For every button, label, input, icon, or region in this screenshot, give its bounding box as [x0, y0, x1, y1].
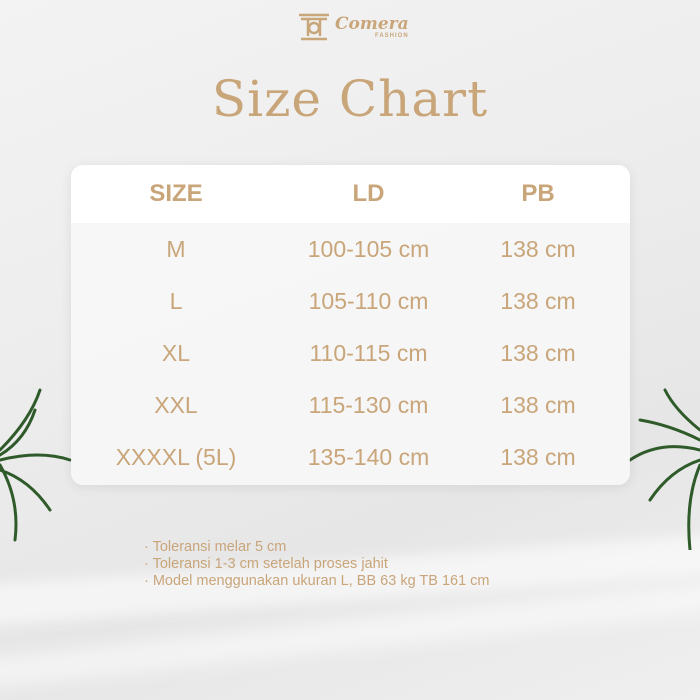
brand-subtitle: FASHION	[374, 32, 409, 39]
brand-name: Comera	[335, 13, 409, 34]
logo-mark-icon	[299, 13, 329, 41]
note-item: · Model menggunakan ukuran L, BB 63 kg T…	[144, 573, 490, 589]
cell-pb: 138 cm	[500, 235, 576, 262]
size-table: SIZE LD PB M 100-105 cm 138 cm L 105-110…	[71, 165, 630, 485]
table-row: XXXXL (5L) 135-140 cm 138 cm	[71, 431, 630, 483]
header-size: SIZE	[149, 180, 203, 207]
cell-size: L	[169, 287, 183, 314]
table-row: M 100-105 cm 138 cm	[71, 223, 630, 275]
notes-list: · Toleransi melar 5 cm · Toleransi 1-3 c…	[144, 539, 490, 590]
cell-pb: 138 cm	[500, 443, 576, 470]
cell-size: XXL	[154, 391, 198, 418]
cell-pb: 138 cm	[500, 287, 576, 314]
cell-size: XXXXL (5L)	[115, 443, 237, 470]
cell-pb: 138 cm	[500, 339, 576, 366]
table-header: SIZE LD PB	[71, 165, 630, 223]
table-row: XL 110-115 cm 138 cm	[71, 327, 630, 379]
brand-logo: Comera FASHION	[297, 12, 409, 42]
cell-size: XL	[161, 339, 191, 366]
table-row: L 105-110 cm 138 cm	[71, 275, 630, 327]
cell-ld: 115-130 cm	[308, 391, 429, 418]
cell-ld: 135-140 cm	[307, 443, 430, 470]
header-pb: PB	[521, 180, 555, 207]
page-title: Size Chart	[211, 70, 489, 128]
cell-ld: 100-105 cm	[307, 235, 430, 262]
plant-right-decoration	[628, 388, 700, 550]
table-row: XXL 115-130 cm 138 cm	[71, 379, 630, 431]
plant-left-decoration	[0, 388, 72, 542]
cell-ld: 105-110 cm	[308, 287, 429, 314]
cell-ld: 110-115 cm	[309, 339, 428, 366]
header-ld: LD	[352, 180, 385, 207]
cell-size: M	[166, 235, 186, 262]
note-item: · Toleransi melar 5 cm	[144, 539, 287, 555]
cell-pb: 138 cm	[500, 391, 576, 418]
note-item: · Toleransi 1-3 cm setelah proses jahit	[144, 556, 388, 572]
